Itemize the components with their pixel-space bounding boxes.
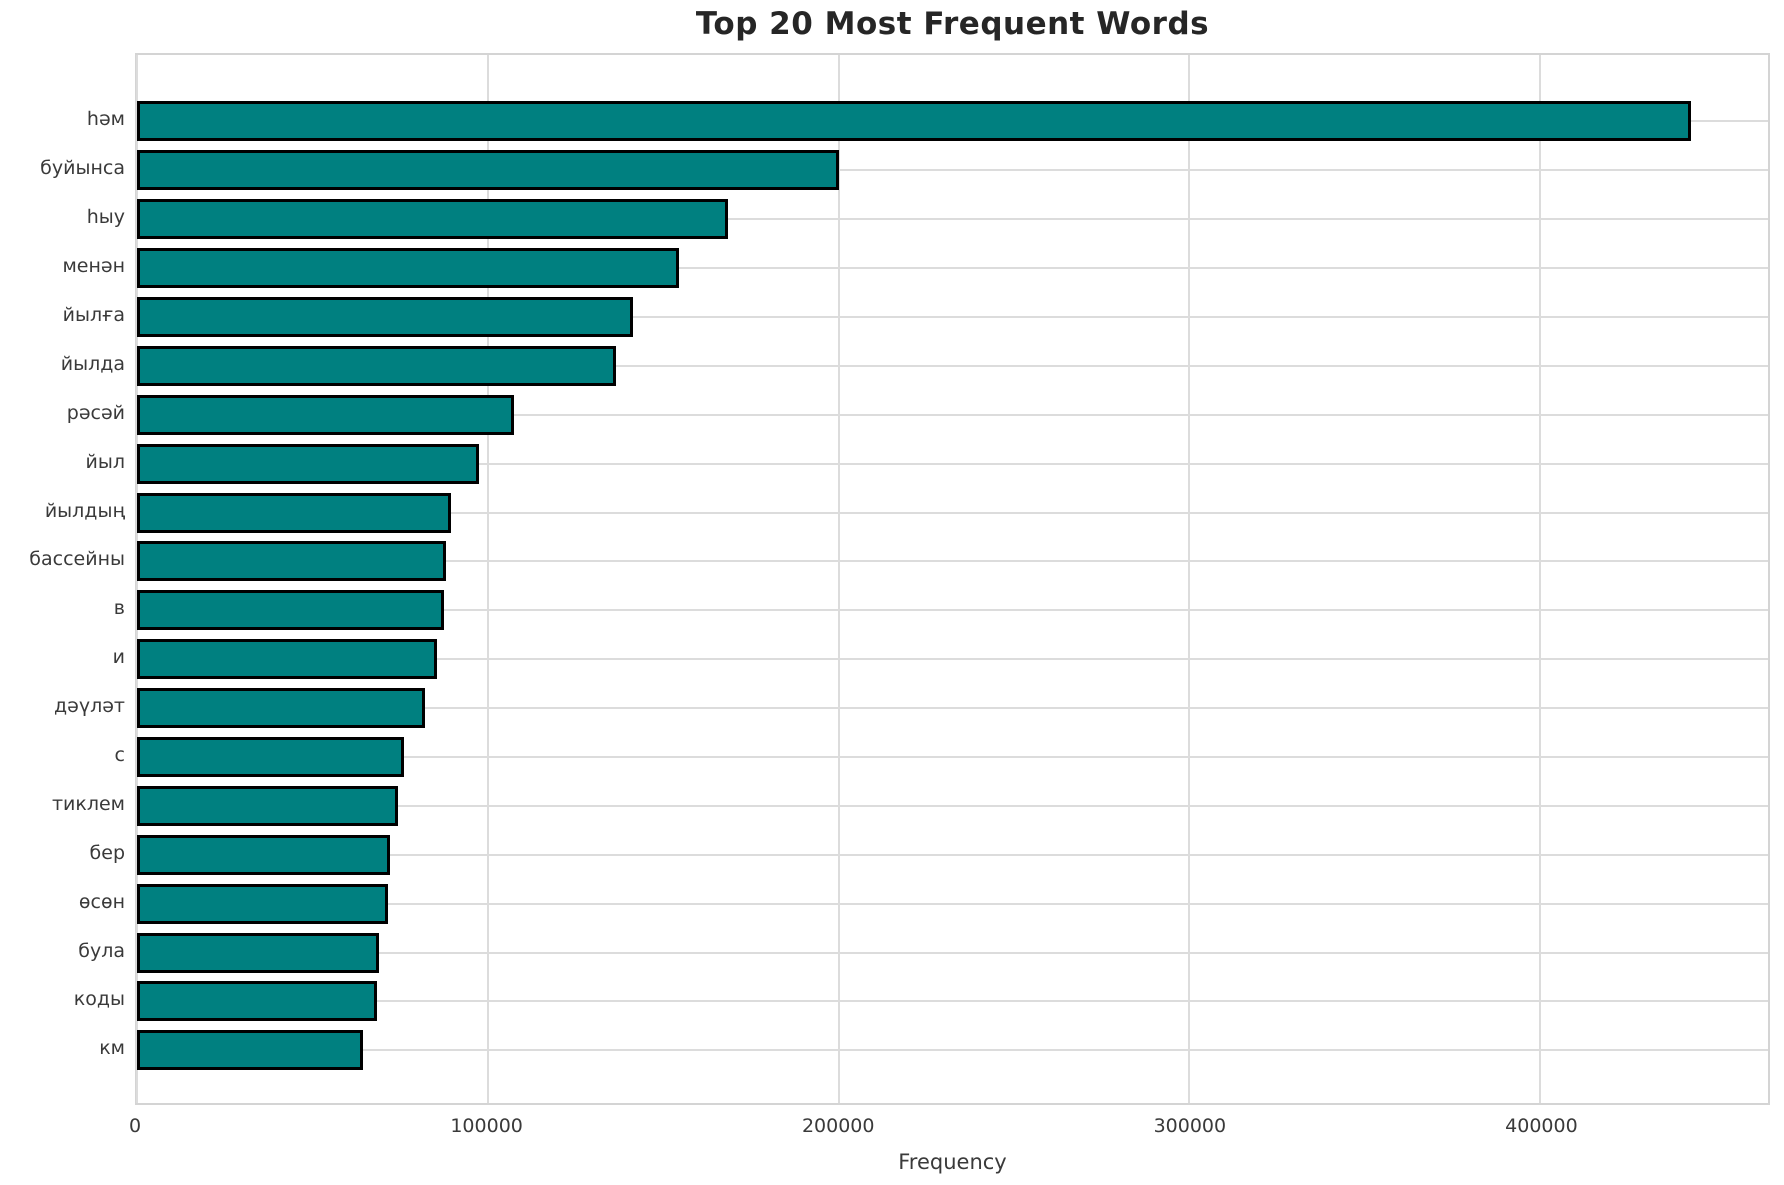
bar <box>137 932 380 973</box>
gridline-y <box>137 511 1768 514</box>
bar-rows <box>137 55 1768 1103</box>
bar-row <box>137 341 1768 390</box>
bar-row <box>137 293 1768 342</box>
gridline-y <box>137 267 1768 270</box>
bar-row <box>137 195 1768 244</box>
bar-row <box>137 586 1768 635</box>
y-tick-label: буйынса <box>40 157 125 180</box>
gridline-y <box>137 609 1768 612</box>
bar-row <box>137 390 1768 439</box>
bar <box>137 297 634 337</box>
bar <box>137 981 378 1022</box>
bar <box>137 883 388 924</box>
gridline-y <box>137 902 1768 905</box>
bar-row <box>137 97 1768 146</box>
y-tick-label: тиклем <box>51 792 125 815</box>
y-axis-labels: һәм буйынса һыу менән йылға йылда рәсәй йыл йылд… <box>0 53 125 1105</box>
bar-row <box>137 488 1768 537</box>
gridline-y <box>137 316 1768 318</box>
bar <box>137 394 515 435</box>
bar-row <box>137 244 1768 293</box>
gridline-y <box>137 853 1768 856</box>
gridline-x-200000 <box>837 55 840 1103</box>
gridline-y <box>137 218 1768 221</box>
y-tick-label: йылға <box>62 304 125 326</box>
chart-title: Top 20 Most Frequent Words <box>695 6 1210 42</box>
bar <box>137 785 399 826</box>
gridline-y <box>137 1000 1768 1003</box>
y-tick-label: дәүләт <box>54 695 125 718</box>
gridline-x-400000 <box>1539 55 1541 1103</box>
bar-row <box>137 146 1768 195</box>
y-tick-label: өсөн <box>78 890 125 913</box>
gridline-y <box>137 364 1768 367</box>
gridline-y <box>137 658 1768 661</box>
x-axis-ticks: 0 100000 200000 300000 400000 <box>129 1115 1770 1145</box>
gridline-y <box>137 1049 1768 1052</box>
plot-area <box>135 53 1770 1105</box>
bar <box>137 345 616 386</box>
y-tick-label: бер <box>89 841 125 864</box>
y-tick-label: рәсәй <box>66 401 125 424</box>
y-tick-label: йылда <box>60 352 125 375</box>
gridline-x-300000 <box>1188 55 1191 1103</box>
bar <box>137 443 479 484</box>
bar <box>137 492 451 533</box>
bar-row <box>137 537 1768 586</box>
bar <box>137 541 446 582</box>
y-tick-label: һәм <box>86 108 125 131</box>
bar <box>137 199 729 240</box>
y-tick-label: йылдың <box>44 499 125 522</box>
x-axis-label: Frequency <box>898 1150 1007 1174</box>
bar-row <box>137 977 1768 1026</box>
x-tick-label: 300000 <box>1153 1115 1227 1137</box>
bar-row <box>137 684 1768 733</box>
bar-row <box>137 830 1768 879</box>
bar <box>137 590 444 631</box>
bar <box>137 150 839 191</box>
bar-row <box>137 928 1768 977</box>
bar-row <box>137 635 1768 684</box>
gridline-y <box>137 756 1768 759</box>
bar <box>137 688 425 729</box>
bar-row <box>137 781 1768 830</box>
gridline-y <box>137 951 1768 954</box>
y-tick-label: менән <box>62 255 125 278</box>
gridline-y <box>137 707 1768 710</box>
gridline-y <box>137 413 1768 416</box>
y-tick-label: в <box>113 597 125 620</box>
y-tick-label: бассейны <box>29 548 125 571</box>
bar <box>137 834 390 875</box>
x-tick-label: 400000 <box>1505 1115 1578 1137</box>
bar-row <box>137 439 1768 488</box>
bar <box>137 1030 364 1071</box>
x-tick-label: 100000 <box>450 1115 523 1137</box>
gridline-y <box>137 804 1768 807</box>
bar-row <box>137 1026 1768 1075</box>
bar <box>137 737 404 778</box>
y-tick-label: һыу <box>86 206 125 229</box>
x-tick-label: 0 <box>128 1115 142 1137</box>
y-tick-label: коды <box>73 988 125 1011</box>
y-tick-label: км <box>99 1037 125 1060</box>
gridline-x-100000 <box>486 55 489 1103</box>
bar <box>137 248 679 289</box>
gridline-y <box>137 462 1768 465</box>
y-tick-label: с <box>114 744 125 767</box>
bar-row <box>137 879 1768 928</box>
bar <box>137 639 437 680</box>
bar <box>137 101 1691 142</box>
y-tick-label: и <box>112 646 125 669</box>
bar-row <box>137 733 1768 782</box>
y-tick-label: йыл <box>85 450 126 473</box>
gridline-y <box>137 169 1768 172</box>
x-tick-label: 200000 <box>801 1115 875 1137</box>
gridline-y <box>137 560 1768 563</box>
y-tick-label: була <box>78 939 125 962</box>
